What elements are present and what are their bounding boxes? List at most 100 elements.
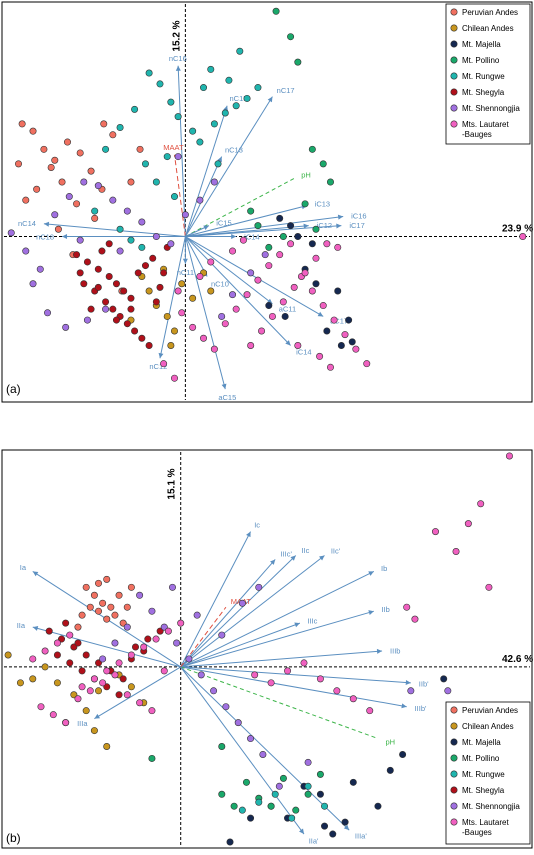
data-point: [242, 778, 250, 786]
vector-line: [180, 622, 301, 668]
vector-label: aC11: [279, 305, 296, 314]
vector-label: IIIc: [307, 616, 317, 625]
data-point: [29, 675, 37, 683]
data-point: [197, 671, 205, 679]
data-point: [80, 178, 88, 186]
data-point: [464, 520, 472, 528]
data-point: [51, 156, 59, 164]
data-point: [62, 619, 70, 627]
data-point: [268, 312, 276, 320]
data-point: [167, 98, 175, 106]
data-point: [316, 770, 324, 778]
data-point: [243, 291, 251, 299]
data-point: [267, 679, 275, 687]
legend-entry: Chilean Andes: [462, 24, 514, 33]
legend-entry: Mts. Lautaret -Bauges: [462, 120, 509, 139]
data-point: [82, 651, 90, 659]
vector-arrowhead: [246, 531, 251, 538]
panel-a-label: (a): [6, 382, 21, 396]
legend-entry: Mt. Pollino: [462, 56, 500, 65]
data-point: [207, 65, 215, 73]
data-point: [152, 178, 160, 186]
data-point: [138, 334, 146, 342]
data-point: [323, 327, 331, 335]
data-point: [163, 312, 171, 320]
data-point: [254, 84, 262, 92]
data-point: [145, 287, 153, 295]
data-point: [234, 719, 242, 727]
data-point: [16, 679, 24, 687]
data-point: [221, 320, 229, 328]
data-point: [127, 651, 135, 659]
vector-line: [180, 555, 325, 668]
vector-label: IIIb': [415, 704, 427, 713]
data-point: [403, 603, 411, 611]
data-point: [62, 323, 70, 331]
vector-arrowhead: [32, 571, 39, 577]
data-point: [123, 207, 131, 215]
data-point: [247, 269, 255, 277]
data-point: [115, 659, 123, 667]
vector-line: [185, 177, 295, 237]
data-point: [374, 802, 382, 810]
data-point: [82, 707, 90, 715]
vector-label: iC12: [317, 221, 332, 230]
data-point: [319, 160, 327, 168]
data-point: [207, 258, 215, 266]
data-point: [189, 323, 197, 331]
vector-arrowhead: [319, 555, 325, 561]
data-point: [292, 806, 300, 814]
data-point: [127, 583, 135, 591]
data-point: [349, 778, 357, 786]
data-point: [136, 145, 144, 153]
legend-entry: Peruvian Andes: [462, 706, 518, 715]
data-point: [349, 695, 357, 703]
data-point: [287, 33, 295, 41]
data-point: [258, 327, 266, 335]
panel-a-y-axis-label: 15.2 %: [171, 20, 182, 51]
vector-line: [180, 666, 411, 684]
data-point: [232, 305, 240, 313]
data-point: [156, 80, 164, 88]
data-point: [271, 790, 279, 798]
data-point: [145, 342, 153, 350]
legend-marker: [450, 72, 458, 80]
data-point: [431, 528, 439, 536]
data-point: [36, 265, 44, 273]
data-point: [329, 830, 337, 838]
legend-marker: [450, 738, 458, 746]
data-point: [62, 719, 70, 727]
data-point: [287, 240, 295, 248]
data-point: [109, 131, 117, 139]
data-point: [444, 687, 452, 695]
vector-label: IIb: [382, 605, 390, 614]
data-point: [123, 603, 131, 611]
legend-marker: [450, 706, 458, 714]
data-point: [200, 334, 208, 342]
data-point: [210, 687, 218, 695]
data-point: [127, 178, 135, 186]
panel-b: Ia IIa IIIa Ic IIIc' IIc IIc' Ib IIIc IIb IIIb IIb'…: [1, 449, 533, 849]
data-point: [141, 160, 149, 168]
data-point: [485, 583, 493, 591]
vector-label: Ic: [254, 520, 260, 529]
panel-a-points: [7, 7, 527, 382]
data-point: [312, 254, 320, 262]
data-point: [87, 305, 95, 313]
vector-arrowhead: [343, 824, 350, 831]
data-point: [116, 247, 124, 255]
data-point: [221, 109, 229, 117]
data-point: [261, 251, 269, 259]
vector-line: [185, 216, 344, 238]
data-point: [193, 611, 201, 619]
data-point: [94, 283, 102, 291]
legend-entry: Mt. Shennongjia: [462, 802, 520, 811]
data-point: [189, 127, 197, 135]
data-point: [301, 200, 309, 208]
vector-line: [184, 156, 223, 237]
data-point: [115, 691, 123, 699]
data-point: [321, 822, 329, 830]
data-point: [74, 639, 82, 647]
data-point: [218, 790, 226, 798]
